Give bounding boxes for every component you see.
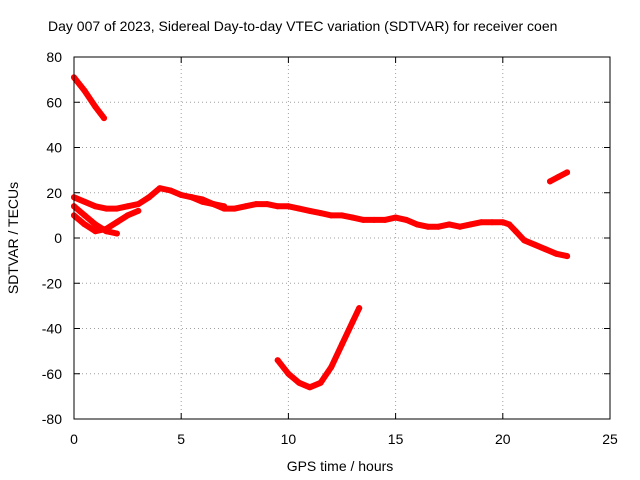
data-point: [349, 318, 356, 325]
data-point: [81, 87, 88, 94]
series-line-track-a: [71, 74, 107, 122]
x-tick-label: 20: [495, 431, 511, 447]
data-point: [339, 341, 345, 348]
x-tick-label: 0: [70, 431, 78, 447]
data-point: [446, 221, 453, 228]
data-point: [242, 203, 249, 210]
grid-layer: [74, 57, 610, 419]
x-tick-label: 5: [177, 431, 185, 447]
data-point: [103, 205, 110, 212]
data-point: [564, 253, 571, 260]
data-point: [103, 225, 110, 232]
data-point: [553, 250, 560, 257]
data-point: [81, 212, 88, 219]
data-point: [547, 178, 553, 185]
data-point: [506, 221, 513, 228]
data-point: [92, 203, 99, 210]
y-tick-label: 40: [46, 140, 62, 156]
data-point: [328, 364, 335, 370]
data-point: [339, 212, 345, 219]
x-tick-label: 15: [388, 431, 404, 447]
data-point: [306, 384, 313, 391]
data-point: [101, 115, 107, 122]
data-point: [435, 223, 442, 230]
data-point: [221, 205, 228, 212]
data-point: [113, 205, 120, 212]
data-point: [328, 212, 335, 219]
data-point: [414, 221, 420, 228]
data-point: [521, 237, 528, 244]
data-point: [156, 185, 163, 192]
data-point: [124, 212, 131, 219]
y-tick-label: 20: [46, 185, 62, 201]
data-point: [285, 370, 292, 377]
data-point: [146, 194, 152, 201]
data-point: [555, 173, 562, 180]
axis-layer: 0 5 10 15 20 25 -80 -60 -40 -20 0 20 40 60 80: [42, 49, 618, 447]
data-point: [210, 201, 217, 208]
data-point: [92, 228, 99, 235]
data-point: [542, 246, 549, 253]
y-tick-label: -80: [42, 411, 62, 427]
data-point: [253, 201, 260, 208]
data-point: [360, 216, 367, 223]
data-point: [424, 223, 431, 230]
data-point: [231, 205, 238, 212]
x-tick-label: 25: [602, 431, 618, 447]
data-point: [92, 103, 99, 110]
x-axis-label: GPS time / hours: [287, 458, 394, 474]
data-point: [296, 379, 303, 386]
data-point: [317, 379, 324, 386]
data-point: [113, 219, 120, 226]
data-point: [532, 241, 538, 248]
data-point: [199, 196, 206, 203]
x-tick-label: 10: [281, 431, 297, 447]
data-point: [92, 221, 99, 228]
data-point: [499, 219, 506, 226]
data-point: [489, 219, 496, 226]
data-point: [296, 205, 303, 212]
data-point: [512, 228, 519, 235]
data-point: [81, 198, 88, 205]
series-layer: [71, 74, 571, 391]
data-point: [113, 230, 120, 237]
data-point: [356, 305, 363, 312]
data-point: [478, 219, 485, 226]
data-point: [135, 207, 142, 214]
data-point: [178, 192, 185, 198]
data-point: [392, 214, 399, 221]
data-point: [124, 203, 131, 210]
data-point: [285, 203, 292, 210]
y-tick-label: -40: [42, 321, 62, 337]
data-point: [81, 221, 88, 228]
data-point: [274, 357, 281, 364]
y-tick-label: 0: [54, 230, 62, 246]
data-point: [306, 207, 313, 214]
data-point: [167, 187, 174, 194]
data-point: [467, 221, 474, 228]
y-tick-label: 60: [46, 94, 62, 110]
data-point: [349, 214, 356, 221]
data-point: [264, 201, 270, 208]
y-tick-label: -20: [42, 275, 62, 291]
data-point: [456, 223, 463, 230]
data-point: [381, 216, 388, 223]
y-axis-label: SDTVAR / TECUs: [5, 182, 21, 294]
data-point: [403, 216, 410, 223]
data-point: [371, 216, 378, 223]
data-point: [274, 203, 281, 210]
data-point: [564, 169, 571, 176]
data-point: [317, 210, 324, 217]
y-tick-label: -60: [42, 366, 62, 382]
chart-title: Day 007 of 2023, Sidereal Day-to-day VTE…: [48, 18, 557, 34]
data-point: [135, 201, 142, 208]
data-point: [188, 194, 195, 201]
y-tick-label: 80: [46, 49, 62, 65]
